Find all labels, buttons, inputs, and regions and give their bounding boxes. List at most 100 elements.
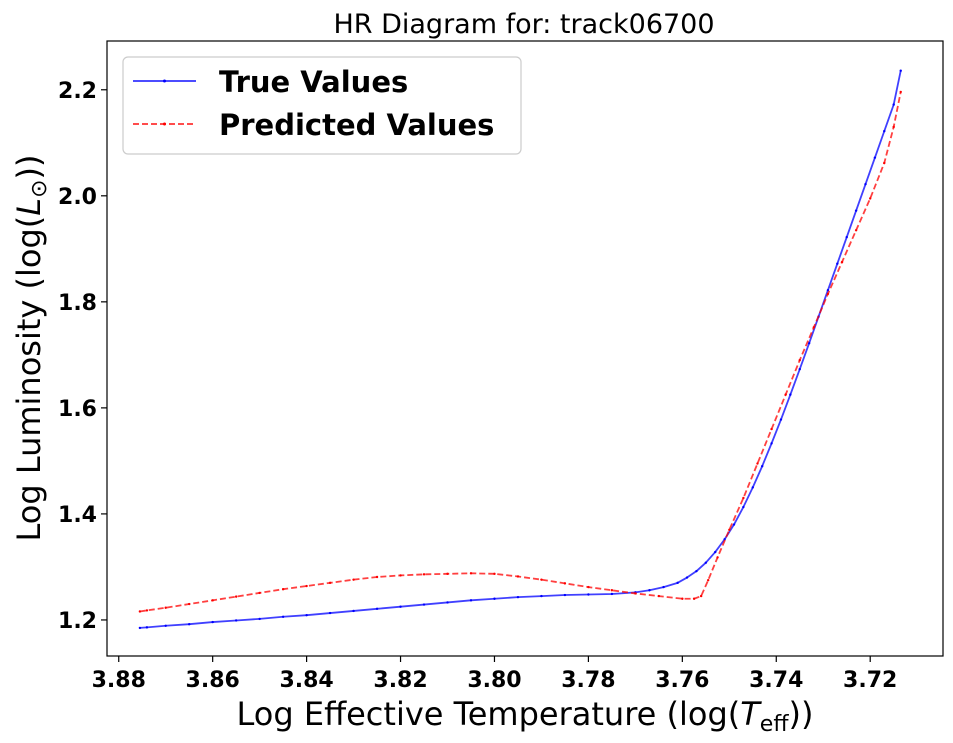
series-true-values-point	[399, 605, 402, 608]
y-axis-ticks: 1.2 1.4 1.6 1.8 2.0 2.2	[58, 79, 107, 634]
series-predicted-values-point	[692, 597, 696, 600]
series-true-values-point	[760, 465, 764, 468]
series-predicted-values-point	[826, 292, 830, 296]
series-true-values-point	[540, 594, 543, 598]
x-tick-label: 3.74	[749, 668, 803, 693]
series-true-values-point	[328, 611, 332, 615]
series-true-values-point	[352, 609, 355, 613]
x-tick-label: 3.88	[92, 668, 146, 693]
series-true-values-point	[258, 617, 261, 621]
series-true-values-point	[446, 601, 449, 604]
series-true-values-point	[610, 592, 614, 596]
series-true-values-point	[676, 581, 679, 585]
x-tick-label: 3.80	[467, 668, 521, 693]
y-axis-label: Log Luminosity (log(L⊙))	[10, 155, 52, 542]
series-predicted-values-point	[610, 589, 614, 592]
series-predicted-values-point	[145, 609, 149, 612]
legend-true-values-marker	[163, 79, 166, 83]
series-true-values-point	[789, 393, 792, 396]
legend-frame	[122, 56, 522, 155]
x-axis-ticks: 3.88 3.86 3.84 3.82 3.80 3.78 3.76 3.74 3.72	[92, 656, 897, 693]
series-predicted-values-point	[305, 584, 308, 588]
series-predicted-values-point	[634, 592, 637, 595]
chart-title: HR Diagram for: track06700	[333, 9, 714, 40]
series-predicted-values-point	[540, 578, 543, 581]
series-true-values-point	[742, 505, 745, 509]
series-true-values-point	[187, 622, 191, 626]
series-true-values-point	[770, 442, 773, 445]
series-predicted-values-point	[587, 585, 590, 589]
series-predicted-values-point	[892, 125, 895, 129]
series-true-values-point	[704, 561, 708, 564]
series-true-values-point	[662, 585, 665, 589]
legend-predicted-values-marker	[163, 122, 166, 126]
y-tick-label: 1.2	[58, 609, 97, 634]
series-true-values-point	[899, 69, 902, 72]
series-predicted-values-point	[375, 575, 379, 579]
series-true-values-point	[845, 235, 848, 239]
series-predicted-values-point	[883, 161, 886, 165]
series-predicted-values-point	[728, 528, 731, 532]
series-layer	[138, 69, 902, 630]
series-predicted-values-point	[446, 572, 449, 576]
series-true-values-point	[422, 603, 426, 606]
x-axis-label: Log Effective Temperature (log(Teff))	[237, 695, 814, 737]
y-tick-label: 1.4	[58, 503, 97, 528]
series-true-values-point	[883, 129, 886, 133]
series-predicted-values-point	[211, 599, 214, 602]
series-true-values-point	[751, 486, 754, 489]
series-predicted-values-point	[657, 594, 661, 598]
series-predicted-values-point	[328, 581, 332, 585]
series-true-values-point	[864, 182, 867, 186]
series-predicted-values-point	[422, 573, 426, 576]
series-true-values-point	[211, 620, 214, 624]
series-true-values-point	[138, 626, 142, 630]
series-predicted-values-point	[899, 90, 902, 94]
series-true-values-point	[807, 342, 811, 345]
series-predicted-values-point	[516, 575, 520, 578]
series-true-values-point	[164, 624, 167, 627]
series-true-values-point	[714, 550, 717, 554]
series-predicted-values-point	[469, 572, 473, 575]
series-true-values-point	[854, 209, 858, 212]
series-predicted-values-point	[812, 326, 816, 329]
series-predicted-values-point	[399, 574, 402, 577]
series-true-values-point	[648, 589, 651, 592]
series-predicted-values-point	[770, 427, 773, 431]
series-true-values-point	[145, 626, 149, 629]
series-predicted-values-point	[716, 556, 719, 559]
series-true-values-point	[234, 619, 238, 622]
series-true-values-point	[587, 593, 590, 596]
series-predicted-values-point	[138, 610, 142, 613]
series-true-values-point	[779, 418, 783, 421]
series-true-values-point	[305, 613, 308, 617]
x-tick-label: 3.82	[373, 668, 427, 693]
series-true-values-point	[493, 597, 496, 600]
series-predicted-values-point	[706, 578, 710, 582]
x-tick-label: 3.72	[843, 668, 897, 693]
series-true-values-point	[873, 156, 877, 159]
series-predicted-values-point	[681, 597, 684, 600]
series-true-values-point	[836, 262, 839, 265]
series-predicted-values-point	[699, 594, 703, 598]
legend-true-values-label: True Values	[219, 65, 408, 99]
x-tick-label: 3.84	[279, 668, 333, 693]
y-tick-label: 1.8	[58, 291, 97, 316]
series-true-values-point	[469, 599, 473, 602]
series-true-values-point	[516, 595, 520, 599]
series-true-values-line	[139, 70, 902, 629]
series-true-values-point	[732, 523, 736, 526]
series-predicted-values-point	[840, 260, 844, 264]
series-predicted-values-point	[258, 591, 261, 595]
series-predicted-values-point	[798, 358, 801, 362]
series-true-values-point	[563, 593, 567, 597]
y-tick-label: 1.6	[58, 397, 97, 422]
x-tick-label: 3.86	[186, 668, 240, 693]
series-predicted-values-point	[869, 197, 872, 200]
y-tick-label: 2.2	[58, 79, 97, 104]
x-tick-label: 3.76	[655, 668, 709, 693]
series-predicted-values-point	[756, 462, 759, 465]
series-predicted-values-point	[352, 578, 355, 581]
series-predicted-values-point	[234, 595, 238, 598]
